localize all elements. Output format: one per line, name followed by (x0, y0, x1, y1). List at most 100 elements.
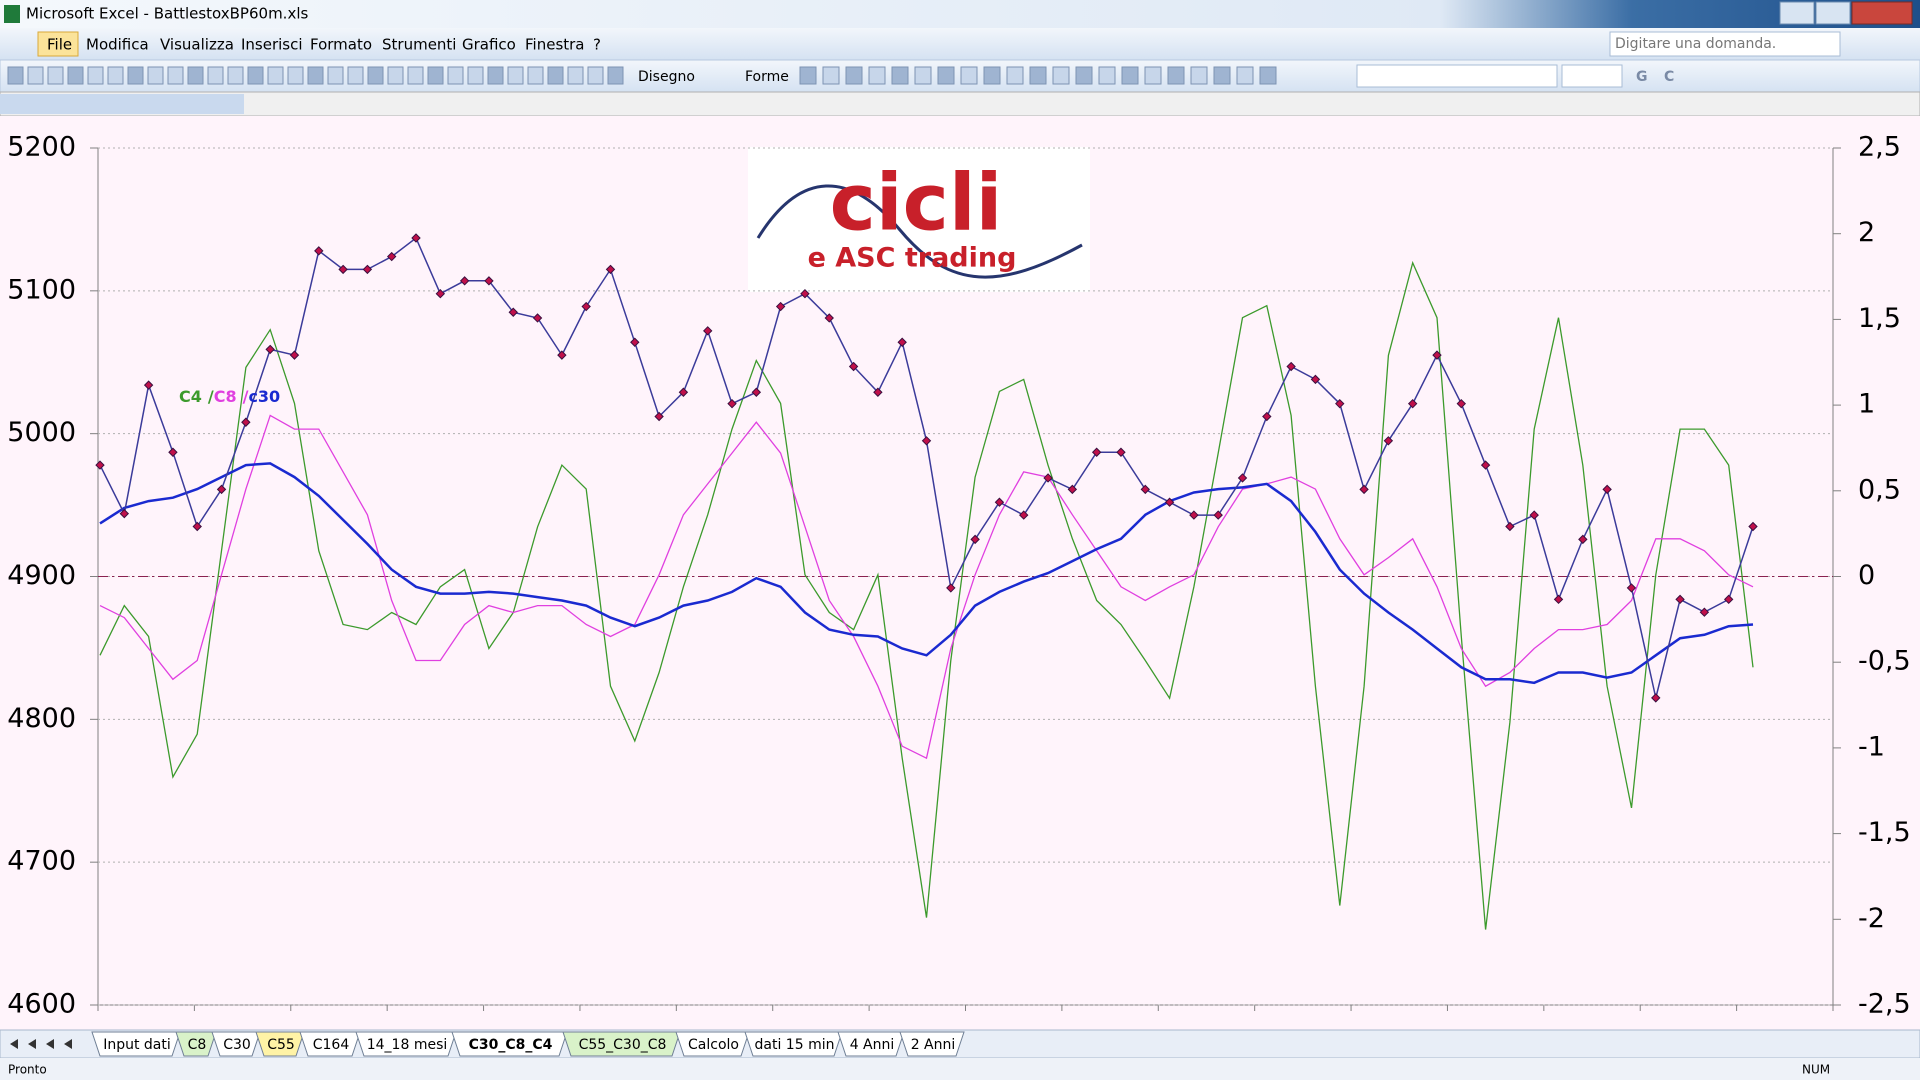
sheet-tab-label[interactable]: C164 (313, 1037, 350, 1053)
toolbar-icon[interactable] (487, 66, 504, 85)
toolbar-icon[interactable] (547, 66, 564, 85)
toolbar-icon[interactable] (527, 66, 544, 85)
toolbar-icon[interactable] (507, 66, 524, 85)
sheet-tab[interactable] (837, 1031, 905, 1057)
toolbar-icon[interactable] (467, 66, 484, 85)
sheet-tab-label[interactable]: C30_C8_C4 (469, 1037, 553, 1053)
toolbar-icon[interactable] (1144, 66, 1162, 85)
toolbar-icon[interactable] (937, 66, 955, 85)
toolbar-icon[interactable] (7, 66, 24, 85)
menu-item[interactable]: Visualizza (160, 36, 234, 54)
sheet-tab-label[interactable]: dati 15 min (755, 1037, 835, 1053)
toolbar-icon[interactable] (1052, 66, 1070, 85)
toolbar-icon[interactable] (367, 66, 384, 85)
toolbar-icon[interactable] (1075, 66, 1093, 85)
sheet-tab-label[interactable]: 4 Anni (850, 1037, 895, 1053)
toolbar-icon[interactable] (983, 66, 1001, 85)
toolbar-icon[interactable] (447, 66, 464, 85)
toolbar-icon[interactable] (799, 66, 817, 85)
toolbar-icon[interactable] (427, 66, 444, 85)
size-box[interactable] (1561, 64, 1623, 88)
toolbar-icon[interactable] (1121, 66, 1139, 85)
toolbar-icon[interactable] (1236, 66, 1254, 85)
sheet-tab[interactable] (744, 1031, 843, 1057)
sheet-tab-label[interactable]: 2 Anni (911, 1037, 956, 1053)
name-box[interactable] (0, 94, 160, 114)
toolbar-icon[interactable] (227, 66, 244, 85)
toolbar-icon[interactable] (845, 66, 863, 85)
tab-scroll[interactable] (10, 1039, 18, 1049)
toolbar-icon[interactable] (1213, 66, 1231, 85)
menu-item[interactable]: Strumenti (382, 36, 456, 54)
fx-button[interactable] (160, 94, 244, 114)
toolbar-icon[interactable] (1190, 66, 1208, 85)
menu-item[interactable]: File (47, 36, 72, 54)
menu-item[interactable]: Modifica (86, 36, 149, 54)
sheet-tab[interactable] (91, 1031, 181, 1057)
toolbar-icon[interactable] (187, 66, 204, 85)
sheet-tab-label[interactable]: C8 (188, 1037, 207, 1053)
sheet-tab[interactable] (675, 1031, 750, 1057)
sheet-tab[interactable] (562, 1031, 681, 1057)
sheet-tab[interactable] (299, 1031, 361, 1057)
toolbar-icon[interactable] (327, 66, 344, 85)
toolbar-icon[interactable] (387, 66, 404, 85)
tab-scroll[interactable] (28, 1039, 36, 1049)
menu-item[interactable]: ? (593, 36, 601, 54)
toolbar-icon[interactable] (287, 66, 304, 85)
toolbar-icon[interactable] (267, 66, 284, 85)
toolbar-icon[interactable] (587, 66, 604, 85)
toolbar-icon[interactable] (1259, 66, 1277, 85)
toolbar-icon[interactable] (247, 66, 264, 85)
toolbar-icon[interactable] (407, 66, 424, 85)
toolbar-icon[interactable] (1167, 66, 1185, 85)
sheet-tab[interactable] (899, 1031, 965, 1057)
tab-scroll[interactable] (46, 1039, 54, 1049)
toolbar-icon[interactable] (1098, 66, 1116, 85)
sheet-tab[interactable] (211, 1031, 261, 1057)
sheet-tab-label[interactable]: C55 (267, 1037, 295, 1053)
toolbar-draw[interactable]: Disegno (638, 69, 695, 85)
toolbar-icon[interactable] (47, 66, 64, 85)
sheet-tab-label[interactable]: Input dati (103, 1037, 171, 1053)
font-box[interactable] (1356, 64, 1558, 88)
toolbar-icon[interactable] (868, 66, 886, 85)
font-button[interactable]: G (1636, 69, 1648, 85)
tab-scroll[interactable] (64, 1039, 72, 1049)
sheet-tab[interactable] (255, 1031, 305, 1057)
toolbar-icon[interactable] (67, 66, 84, 85)
sheet-tab[interactable] (175, 1031, 217, 1057)
sheet-tab[interactable] (355, 1031, 457, 1057)
toolbar-icon[interactable] (960, 66, 978, 85)
sheet-tab-label[interactable]: C55_C30_C8 (579, 1037, 667, 1053)
toolbar-shapes[interactable]: Forme (745, 69, 789, 85)
toolbar-icon[interactable] (891, 66, 909, 85)
toolbar-icon[interactable] (207, 66, 224, 85)
font-button[interactable]: C (1664, 69, 1674, 85)
menu-item[interactable]: Finestra (525, 36, 585, 54)
menu-item[interactable]: Inserisci (241, 36, 303, 54)
minimize-button[interactable] (1779, 1, 1815, 25)
toolbar-icon[interactable] (347, 66, 364, 85)
sheet-tab-label[interactable]: Calcolo (688, 1037, 739, 1053)
toolbar-icon[interactable] (1029, 66, 1047, 85)
toolbar-icon[interactable] (147, 66, 164, 85)
sheet-tab[interactable] (451, 1031, 568, 1057)
toolbar-icon[interactable] (127, 66, 144, 85)
toolbar-icon[interactable] (87, 66, 104, 85)
toolbar-icon[interactable] (822, 66, 840, 85)
toolbar-icon[interactable] (914, 66, 932, 85)
sheet-tab-label[interactable]: 14_18 mesi (367, 1037, 448, 1053)
help-box[interactable] (1609, 31, 1841, 57)
help-text[interactable]: Digitare una domanda. (1615, 36, 1776, 52)
menu-item[interactable]: Formato (310, 36, 372, 54)
toolbar-icon[interactable] (27, 66, 44, 85)
maximize-button[interactable] (1815, 1, 1851, 25)
toolbar-icon[interactable] (567, 66, 584, 85)
toolbar-icon[interactable] (307, 66, 324, 85)
menu-item[interactable]: Grafico (462, 36, 516, 54)
sheet-tab-label[interactable]: C30 (223, 1037, 251, 1053)
close-button[interactable] (1851, 1, 1913, 25)
toolbar-icon[interactable] (1006, 66, 1024, 85)
toolbar-icon[interactable] (107, 66, 124, 85)
